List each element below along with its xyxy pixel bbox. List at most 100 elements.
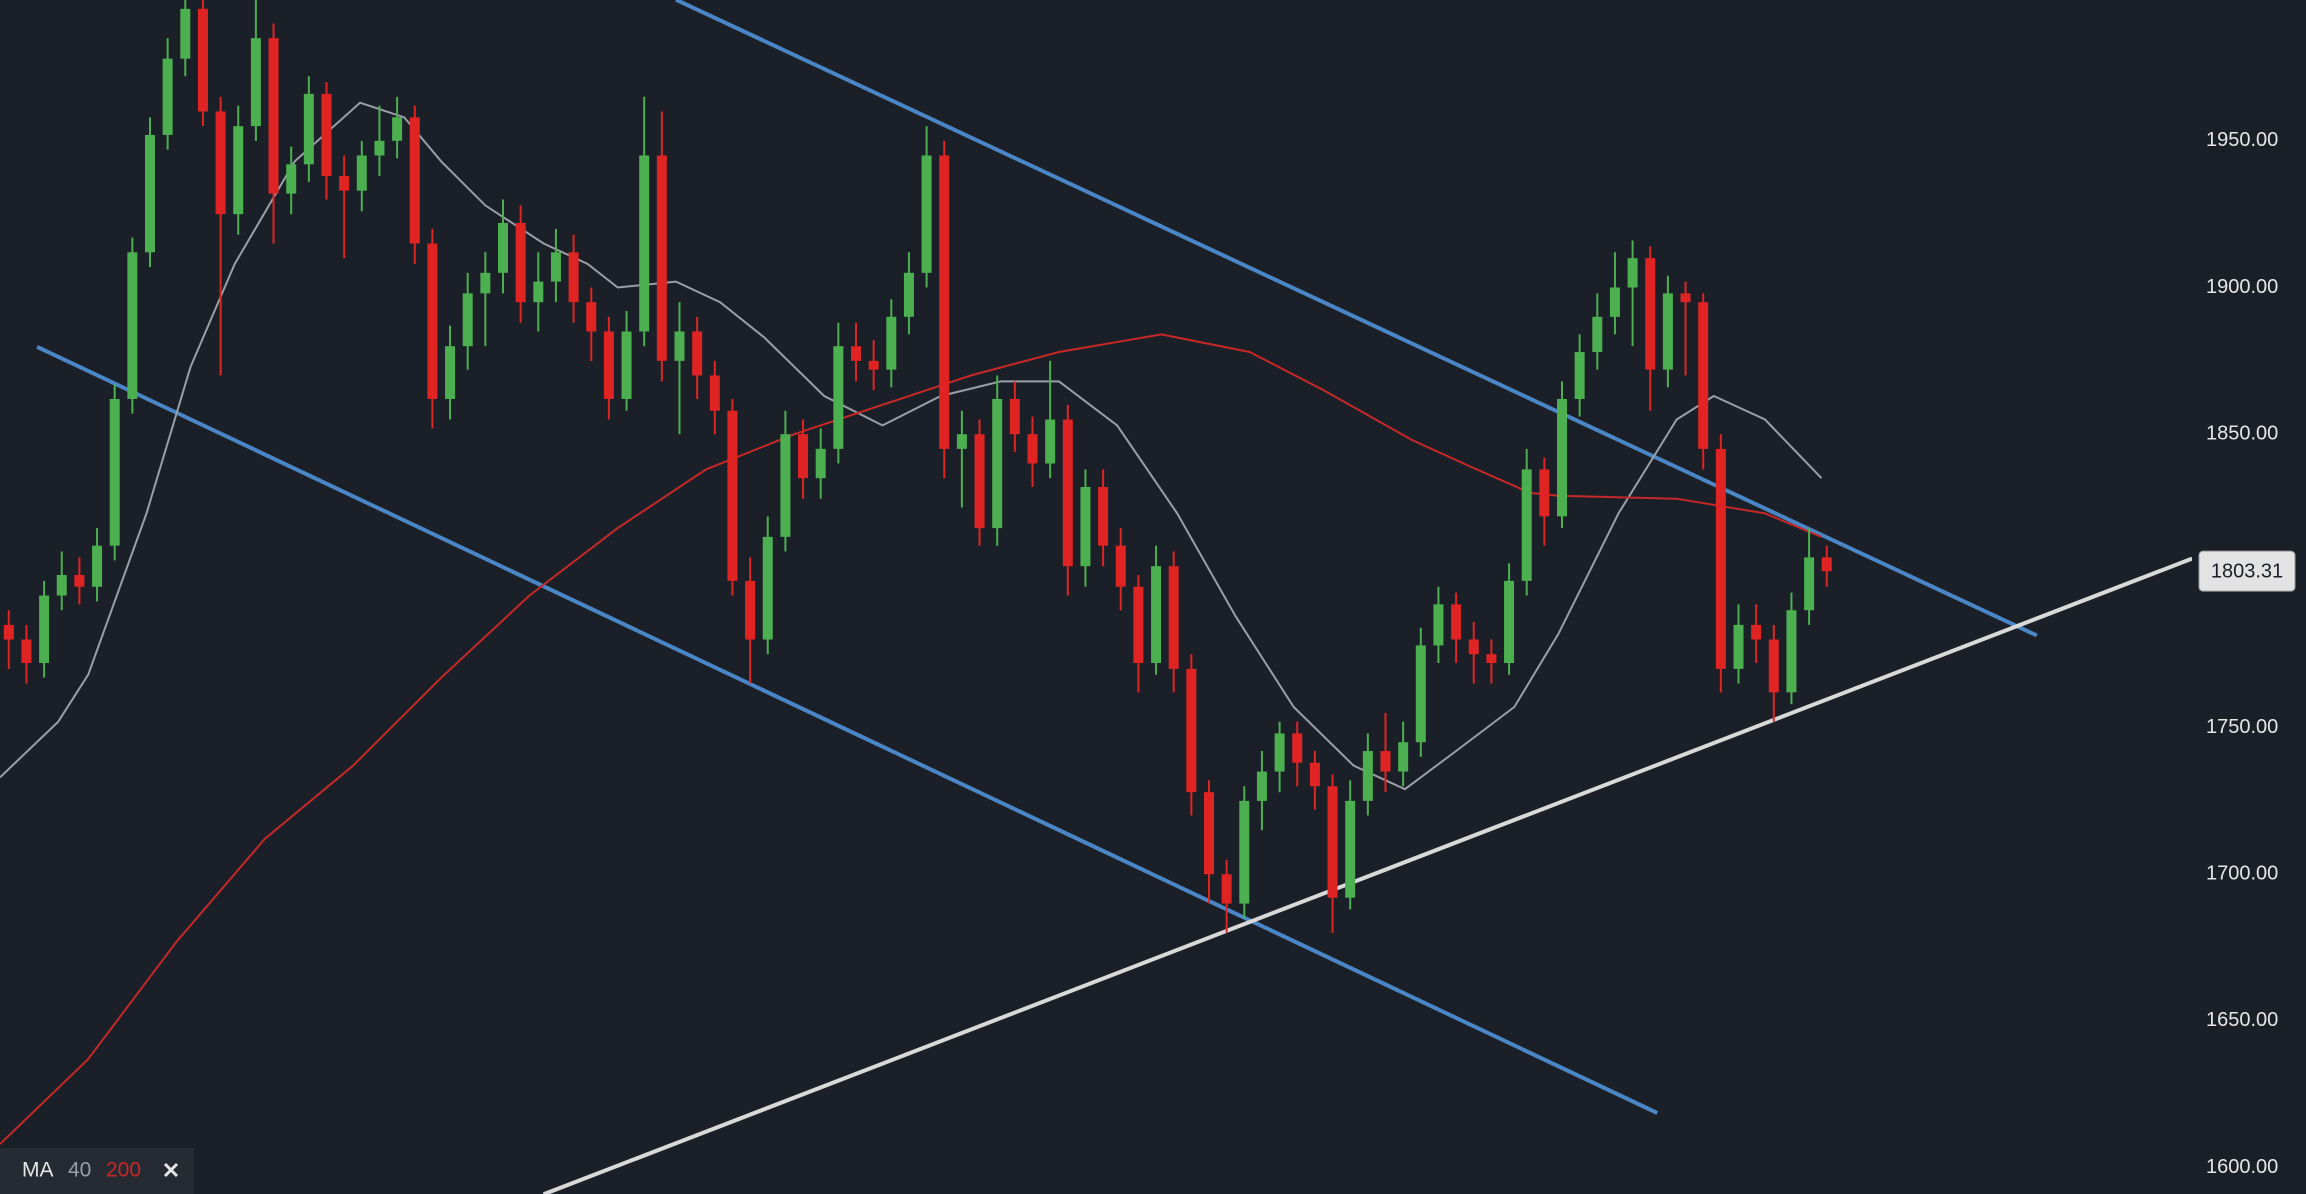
candle-body: [1221, 874, 1232, 904]
candle-body: [1362, 751, 1373, 801]
candle-body: [727, 410, 738, 581]
candle-body: [603, 331, 614, 399]
candle-body: [533, 281, 544, 303]
candle-body: [798, 434, 809, 479]
trend-line: [542, 556, 2192, 1194]
candle-body: [1715, 448, 1726, 669]
candle-body: [1115, 545, 1126, 587]
candle-body: [639, 155, 650, 332]
candle-body: [709, 375, 720, 411]
candle-body: [1327, 786, 1338, 898]
legend-box: [0, 1148, 194, 1194]
candle-body: [1345, 800, 1356, 898]
legend-entry: 200: [106, 1159, 141, 1182]
candle-body: [1539, 469, 1550, 517]
candle-body: [268, 38, 279, 194]
candle-body: [286, 164, 297, 194]
candle-body: [939, 155, 950, 449]
candle-body: [1645, 258, 1656, 370]
candle-body: [392, 117, 403, 141]
candle-body: [197, 8, 208, 112]
candle-body: [745, 580, 756, 640]
candle-body: [1451, 604, 1462, 640]
candle-body: [1098, 486, 1109, 546]
y-tick-label: 1700.00: [2206, 863, 2278, 885]
candle-body: [833, 346, 844, 449]
candle-body: [215, 111, 226, 215]
candle-body: [374, 140, 385, 156]
candle-body: [550, 252, 561, 282]
last-price-box: [2198, 550, 2296, 592]
candle-body: [674, 331, 685, 361]
candle-body: [1204, 792, 1214, 875]
candle-body: [762, 536, 773, 640]
candle-body: [886, 316, 897, 370]
candle-body: [1574, 352, 1585, 399]
candle-body: [462, 293, 473, 347]
y-tick-label: 1950.00: [2206, 129, 2278, 151]
candle-body: [1609, 287, 1620, 317]
candle-body: [1804, 557, 1815, 611]
candle-body: [1733, 624, 1744, 669]
candle-body: [1256, 771, 1267, 801]
candle-body: [851, 346, 861, 361]
candle-body: [992, 398, 1003, 529]
y-tick-label: 1900.00: [2206, 276, 2278, 298]
candle-body: [1521, 469, 1532, 581]
candle-body: [1433, 604, 1444, 646]
candle-body: [1380, 751, 1391, 772]
y-tick-label: 2000.00: [2206, 0, 2278, 4]
candle-body: [409, 117, 420, 244]
candle-body: [1627, 258, 1638, 288]
y-tick-label: 1750.00: [2206, 716, 2278, 738]
candle-body: [427, 243, 438, 399]
candle-body: [1751, 624, 1762, 640]
candle-body: [321, 93, 332, 177]
candle-body: [815, 448, 826, 479]
candle-body: [1468, 639, 1479, 655]
candle-body: [692, 331, 703, 376]
candle-body: [1274, 733, 1285, 772]
candle-body: [339, 176, 350, 191]
y-tick-label: 1600.00: [2206, 1156, 2278, 1178]
candle-body: [356, 155, 367, 191]
candle-body: [974, 434, 985, 529]
candle-body: [480, 272, 491, 294]
candle-body: [621, 331, 632, 399]
candle-body: [498, 222, 508, 273]
trend-line: [36, 344, 1659, 1115]
candle-body: [1292, 733, 1303, 763]
candle-body: [1133, 586, 1144, 664]
y-tick-label: 1650.00: [2206, 1009, 2278, 1031]
plot-area: [0, 0, 2192, 1194]
candle-body: [445, 346, 456, 399]
candle-body: [1186, 668, 1197, 793]
candle-body: [956, 434, 967, 449]
candle-body: [780, 434, 791, 537]
candle-body: [903, 272, 914, 317]
candle-body: [74, 574, 85, 587]
candle-body: [656, 155, 667, 361]
candle-body: [1680, 293, 1691, 303]
y-tick-label: 1850.00: [2206, 422, 2278, 444]
candle-body: [250, 38, 261, 127]
candle-body: [586, 302, 597, 332]
candle-body: [1062, 419, 1073, 567]
candle-body: [162, 58, 173, 135]
candle-body: [1768, 639, 1779, 693]
candle-body: [1486, 654, 1497, 664]
close-icon[interactable]: [163, 1162, 179, 1178]
candle-body: [921, 155, 932, 273]
candle-body: [233, 126, 244, 215]
legend-title: MA: [22, 1159, 54, 1182]
candle-body: [1415, 645, 1426, 743]
candle-body: [180, 8, 191, 59]
candle-body: [868, 360, 879, 370]
candle-body: [1698, 302, 1709, 449]
candle-body: [1504, 580, 1515, 664]
candle-body: [1009, 398, 1020, 435]
candle-body: [1151, 566, 1162, 664]
candle-body: [39, 595, 50, 664]
candle-body: [56, 574, 67, 596]
candle-body: [303, 93, 314, 165]
